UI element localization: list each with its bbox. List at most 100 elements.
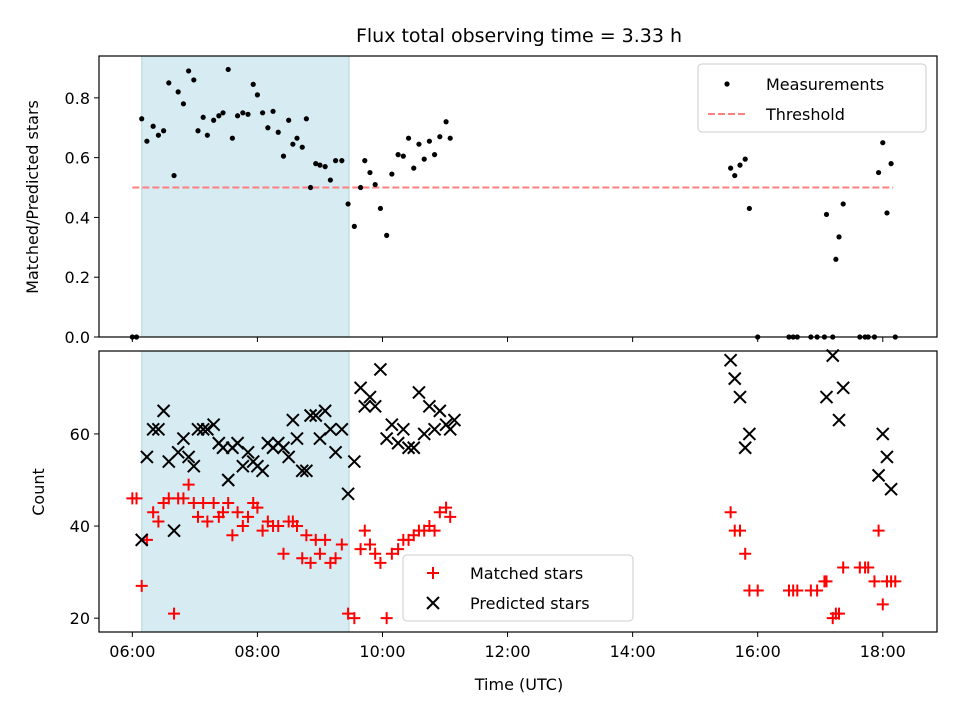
predicted-point [368, 399, 382, 413]
top-panel: 0.00.20.40.60.8 Matched/Predicted stars … [23, 55, 938, 347]
matched-point [739, 547, 752, 560]
measurement-point [180, 101, 187, 107]
top-legend: Measurements Threshold [697, 63, 927, 133]
predicted-point [335, 422, 349, 437]
measurement-point [245, 111, 251, 117]
predicted-point [385, 417, 399, 432]
bottom-legend-box [402, 554, 634, 622]
predicted-point [880, 450, 894, 464]
measurement-point [431, 152, 438, 158]
measurement-point [195, 128, 201, 134]
matched-point [433, 506, 446, 519]
measurement-point [307, 184, 314, 191]
predicted-point [738, 441, 752, 455]
measurement-point [357, 184, 364, 191]
matched-point [256, 524, 269, 537]
legend-measurements-marker [724, 81, 730, 87]
predicted-point [728, 371, 742, 386]
predicted-point [391, 436, 405, 450]
predicted-point [347, 454, 362, 469]
measurement-point [229, 135, 235, 141]
measurement-point [888, 161, 894, 167]
predicted-point [146, 422, 160, 437]
matched-point [889, 575, 902, 588]
x-tick-label: 08:00 [234, 642, 280, 661]
y-tick-label: 0.0 [65, 328, 90, 347]
matched-point [837, 561, 850, 574]
measurement-point [175, 89, 181, 95]
measurement-point [746, 205, 752, 212]
x-tick-label: 06:00 [109, 642, 155, 661]
y-tick-label: 20 [70, 609, 90, 628]
measurement-point [265, 125, 271, 131]
predicted-point [221, 473, 235, 487]
measurement-point [211, 117, 217, 123]
x-tick-label: 12:00 [485, 642, 531, 661]
measurement-point [437, 134, 443, 140]
measurement-point [742, 156, 748, 162]
predicted-point [417, 427, 431, 441]
measurement-point [259, 110, 266, 116]
measurement-point [332, 158, 339, 164]
matched-point [348, 612, 361, 625]
predicted-point [884, 482, 898, 496]
y-tick-label: 40 [70, 517, 90, 536]
matched-point [428, 524, 441, 537]
measurement-point [732, 172, 738, 179]
measurement-point [377, 205, 384, 212]
matched-point [290, 520, 303, 533]
measurement-point [875, 169, 882, 176]
predicted-point [407, 441, 421, 455]
measurement-point [155, 132, 162, 138]
measurement-point [362, 158, 368, 164]
matched-point [363, 538, 376, 551]
measurement-point [728, 165, 734, 171]
matched-point [197, 497, 210, 510]
measurement-point [303, 116, 309, 122]
measurement-point [411, 165, 417, 171]
y-tick-label: 60 [70, 425, 90, 444]
measurement-point [186, 68, 192, 74]
predicted-point [373, 362, 388, 377]
bottom-panel-span [141, 350, 350, 633]
matched-point [342, 607, 355, 620]
measurement-point [317, 162, 323, 168]
predicted-point [187, 459, 201, 473]
matched-point [222, 497, 235, 510]
predicted-point [181, 450, 196, 464]
measurement-point [220, 110, 226, 116]
bottom-panel: 20 40 60 06:00 08:00 10:00 12:00 14:00 16:00 18:0… [29, 348, 938, 694]
matched-point [300, 529, 313, 542]
predicted-point [236, 459, 250, 473]
matched-point [868, 575, 881, 588]
measurement-point [416, 141, 422, 147]
measurement-point [836, 234, 842, 240]
measurement-point [280, 153, 287, 159]
measurement-point [200, 114, 206, 120]
measurement-point [389, 171, 395, 177]
bottom-panel-marks [126, 348, 902, 625]
top-legend-box [697, 63, 927, 133]
predicted-point [241, 445, 255, 460]
matched-point [152, 515, 165, 528]
predicted-point [358, 399, 372, 413]
predicted-point [286, 413, 300, 427]
measurement-point [833, 256, 839, 262]
predicted-point [206, 417, 221, 432]
matched-point [182, 478, 195, 491]
measurement-point [345, 201, 351, 207]
predicted-point [422, 399, 437, 413]
matched-point [354, 543, 367, 556]
matched-point [444, 510, 457, 523]
matched-point [872, 524, 885, 537]
measurement-point [171, 172, 177, 179]
top-y-axis-label: Matched/Predicted stars [23, 100, 42, 294]
predicted-point [200, 422, 215, 437]
matched-point [207, 497, 220, 510]
matched-point [147, 506, 160, 519]
bottom-y-axis-label: Count [29, 468, 48, 516]
measurement-point [395, 152, 401, 158]
measurement-point [139, 116, 145, 122]
matched-point [358, 524, 371, 537]
